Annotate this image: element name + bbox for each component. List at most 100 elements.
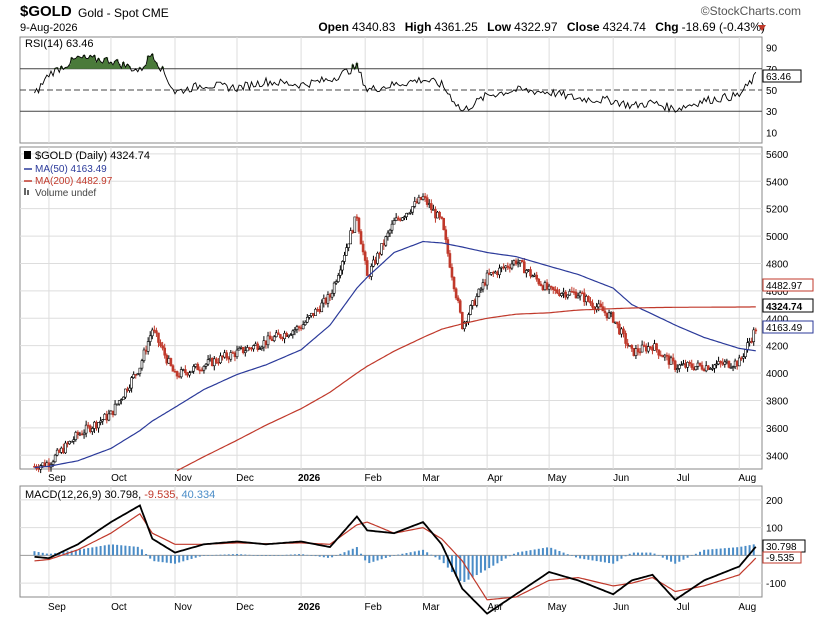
histogram-bar xyxy=(479,555,482,573)
histogram-bar xyxy=(215,554,218,556)
histogram-bar xyxy=(732,547,735,556)
histogram-bar xyxy=(178,555,181,563)
histogram-bar xyxy=(690,555,693,556)
candle-body xyxy=(246,347,249,352)
candle-body xyxy=(537,278,541,285)
candle-body xyxy=(649,346,652,348)
candle-body xyxy=(562,291,565,294)
close-value: 4324.74 xyxy=(602,20,646,34)
histogram-bar xyxy=(529,550,532,556)
down-arrow-icon xyxy=(758,25,766,31)
candle-body xyxy=(206,359,210,365)
candle-body xyxy=(254,343,257,346)
histogram-bar xyxy=(248,554,251,556)
histogram-bar xyxy=(442,555,445,564)
candle-body xyxy=(574,291,578,299)
x-tick-label: Sep xyxy=(48,602,66,613)
high-value: 4361.25 xyxy=(434,20,478,34)
candle-body xyxy=(157,332,160,343)
candle-body xyxy=(264,340,268,346)
candle-body xyxy=(731,366,735,368)
candle-body xyxy=(430,203,433,210)
candle-body xyxy=(657,349,660,356)
low-label: Low xyxy=(487,20,512,34)
signal-label: -9.535, xyxy=(144,489,181,501)
histogram-bar xyxy=(194,555,197,558)
candle-body xyxy=(233,352,237,358)
candle-body xyxy=(153,329,156,332)
candle-body xyxy=(463,321,466,330)
x-tick-label: Nov xyxy=(174,473,192,484)
histogram-bar xyxy=(686,555,689,558)
histogram-bar xyxy=(438,555,441,560)
rsi-area xyxy=(34,52,757,113)
candle-body xyxy=(735,360,739,367)
candle-body xyxy=(115,403,119,406)
price-panel xyxy=(19,146,763,470)
histogram-bar xyxy=(707,549,710,556)
candle-body xyxy=(690,363,694,368)
candle-body xyxy=(471,300,474,306)
candle-body xyxy=(357,217,361,232)
candle-body xyxy=(175,371,179,377)
histogram-bar xyxy=(698,551,701,556)
candle-body xyxy=(128,387,131,391)
candle-body xyxy=(427,203,431,205)
candle-body xyxy=(374,259,377,264)
price-tick-label: 4600 xyxy=(766,287,789,298)
histogram-bar xyxy=(670,555,673,562)
histogram-bar xyxy=(508,555,511,557)
candle-body xyxy=(605,312,609,319)
candle-body xyxy=(328,294,332,298)
candle-body xyxy=(390,223,394,231)
x-tick-label: Sep xyxy=(48,473,66,484)
price-tick-label: 4800 xyxy=(766,259,789,270)
histogram-bar xyxy=(95,546,98,556)
candle-body xyxy=(512,260,516,265)
candle-body xyxy=(117,400,121,405)
candle-body xyxy=(173,371,177,373)
candle-body xyxy=(171,365,175,372)
candle-body xyxy=(256,343,259,350)
histogram-bar xyxy=(566,554,569,556)
histogram-bar xyxy=(641,552,644,556)
histogram-bar xyxy=(343,552,346,556)
histogram-bar xyxy=(616,555,619,562)
candle-body xyxy=(616,321,619,325)
histogram-bar xyxy=(99,546,102,556)
x-tick-label: Jul xyxy=(677,473,690,484)
candle-body xyxy=(727,360,731,368)
candle-body xyxy=(589,300,592,304)
candle-body xyxy=(704,365,708,372)
candle-body xyxy=(607,312,611,319)
histogram-bar xyxy=(116,544,119,556)
candle-body xyxy=(440,216,443,219)
histogram-bar xyxy=(285,554,288,556)
candle-body xyxy=(345,247,348,256)
candle-body xyxy=(527,269,530,271)
histogram-bar xyxy=(277,555,280,556)
candle-body xyxy=(208,357,212,360)
histogram-bar xyxy=(310,555,313,556)
candle-body xyxy=(659,354,663,357)
candle-body xyxy=(349,230,352,245)
histogram-bar xyxy=(120,545,123,556)
macd-label: MACD(12,26,9) 30.798, xyxy=(25,489,144,501)
candle-body xyxy=(62,447,65,454)
histogram-bar xyxy=(62,551,65,556)
histogram-bar xyxy=(211,555,214,556)
chg-label: Chg xyxy=(655,20,679,34)
histogram-bar xyxy=(591,555,594,561)
macd-tick-label: 200 xyxy=(766,496,783,507)
candle-body xyxy=(461,312,464,330)
candle-body xyxy=(386,232,390,238)
histogram-bar xyxy=(657,555,660,556)
candle-body xyxy=(566,294,570,298)
x-tick-label: May xyxy=(548,602,567,613)
histogram-bar xyxy=(339,553,342,556)
candle-body xyxy=(711,367,714,370)
candle-body xyxy=(661,355,665,358)
volume-icon xyxy=(24,188,26,195)
histogram-bar xyxy=(207,555,210,556)
